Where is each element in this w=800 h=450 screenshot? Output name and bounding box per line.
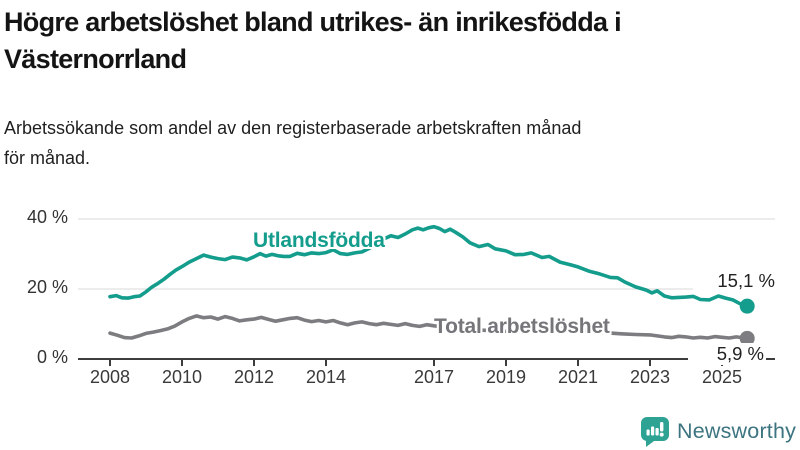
newsworthy-wordmark: Newsworthy — [677, 419, 797, 443]
series-line-total-arbetsl-shet — [108, 314, 750, 341]
bar-chart-speech-bubble-icon — [640, 417, 669, 447]
series-end-dot-total-arbetsl-shet — [739, 330, 755, 346]
page-title: Högre arbetslöshet bland utrikes- än inr… — [4, 7, 622, 74]
x-tick-label: 2019 — [485, 367, 527, 387]
y-tick-label: 20 % — [26, 277, 68, 297]
x-tick-label: 2012 — [233, 367, 275, 387]
series-end-dot-utlandsf-dda — [739, 298, 755, 314]
y-tick-label: 40 % — [26, 207, 68, 227]
y-tick-label: 0 % — [36, 347, 68, 367]
series-line-utlandsf-dda — [108, 224, 750, 308]
x-tick-label: 2025 — [701, 367, 743, 387]
series-label-total-arbetsloshet: Total arbetslöshet — [434, 315, 610, 338]
x-tick-label: 2023 — [629, 367, 671, 387]
page-subtitle: Arbetssökande som andel av den registerb… — [4, 118, 582, 168]
newsworthy-logo: Newsworthy — [640, 416, 796, 447]
x-tick-label: 2017 — [413, 367, 455, 387]
x-tick-label: 2010 — [161, 367, 203, 387]
series-label-utlandsfodda: Utlandsfödda — [253, 229, 385, 252]
x-tick-label: 2008 — [89, 367, 131, 387]
x-tick-label: 2014 — [305, 367, 347, 387]
x-tick-label: 2021 — [557, 367, 599, 387]
end-value-utlandsfodda: 15,1 % — [693, 270, 777, 292]
end-value-total-arbetsloshet: 5,9 % — [688, 343, 766, 365]
